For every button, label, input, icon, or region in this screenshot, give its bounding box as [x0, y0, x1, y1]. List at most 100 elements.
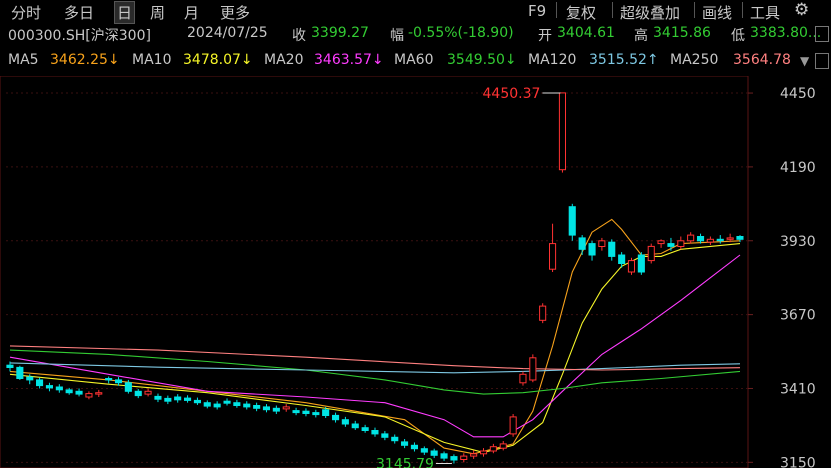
quote-date: 2024/07/25	[187, 25, 268, 41]
candle-up	[598, 240, 606, 248]
plot-border	[0, 76, 749, 468]
y-axis: 4450 4190 3930 3670 3410 3150	[748, 86, 816, 468]
candle-up	[480, 450, 488, 455]
candle-down	[16, 366, 24, 379]
ma10-label: MA10	[132, 52, 172, 68]
candle-down	[26, 376, 34, 381]
restore-rights-button[interactable]: 复权	[566, 4, 597, 22]
candle-down	[124, 382, 132, 392]
candle-up	[282, 406, 290, 410]
candle-down	[420, 448, 428, 453]
ma-line-ma60	[9, 349, 741, 395]
candle-up	[549, 243, 557, 270]
ma-line-ma250	[9, 345, 741, 371]
candle-down	[568, 206, 576, 236]
candle-down	[440, 453, 448, 459]
ma120-label: MA120	[528, 52, 577, 68]
ma20-label: MA20	[264, 52, 304, 68]
y-tick-label: 3670	[780, 308, 816, 324]
high-annotation: 4450.37	[483, 86, 541, 102]
candle-down	[115, 379, 123, 384]
candle-down	[341, 419, 349, 425]
toolbar-divider	[694, 2, 695, 18]
candle-down	[164, 397, 172, 402]
ma250-value: 3564.78	[733, 52, 791, 68]
candlestick-chart[interactable]: 4450 4190 3930 3670 3410 3150 4450.37 3145.79	[0, 76, 831, 468]
candle-up	[85, 393, 93, 398]
candle-up	[95, 392, 103, 395]
candle-down	[716, 238, 724, 242]
candle-down	[174, 396, 182, 401]
candle-down	[203, 402, 211, 407]
ma-line-ma5	[9, 218, 741, 455]
candle-down	[588, 243, 596, 256]
candle-down	[430, 450, 438, 456]
candle-up	[470, 453, 478, 457]
quote-row: 000300.SH[沪深300] 2024/07/25 收 3399.27 幅 …	[0, 24, 831, 44]
candle-down	[262, 406, 270, 411]
close-label: 收	[292, 28, 306, 44]
tools-button[interactable]: 工具	[750, 4, 781, 22]
ma120-value: 3515.52↑	[589, 52, 659, 68]
gear-icon[interactable]: ⚙	[794, 0, 810, 20]
candle-down	[332, 414, 340, 421]
candle-up	[144, 390, 152, 395]
ma5-label: MA5	[8, 52, 39, 68]
ma20-value: 3463.57↓	[314, 52, 384, 68]
candle-down	[193, 399, 201, 404]
tab-multi-day[interactable]: 多日	[64, 4, 95, 22]
y-tick-label: 4190	[780, 160, 816, 176]
candle-down	[292, 410, 300, 414]
tab-weekly[interactable]: 周	[150, 4, 166, 22]
tab-daily[interactable]: 日	[114, 1, 136, 24]
y-tick-label: 3410	[780, 381, 816, 397]
ma60-label: MA60	[394, 52, 434, 68]
scroll-up-button[interactable]	[815, 26, 829, 42]
candle-down	[697, 236, 705, 242]
candle-down	[45, 385, 54, 389]
tab-monthly[interactable]: 月	[184, 4, 200, 22]
candle-down	[351, 423, 359, 429]
candle-down	[381, 433, 389, 438]
candle-up	[539, 305, 547, 321]
candle-down	[410, 444, 418, 450]
candle-down	[233, 402, 241, 407]
open-value: 3404.61	[557, 25, 615, 41]
candle-up	[519, 373, 527, 384]
candle-down	[243, 403, 251, 408]
ma-line-ma10	[9, 243, 741, 453]
candle-down	[736, 236, 744, 240]
collapse-triangle-icon[interactable]: ▼	[800, 54, 810, 68]
y-tick-label: 3150	[780, 455, 816, 468]
candle-down	[154, 395, 162, 400]
tab-intraday[interactable]: 分时	[11, 4, 42, 22]
scroll-down-button[interactable]	[815, 53, 829, 69]
change-label: 幅	[390, 28, 404, 44]
ma-line-ma120	[9, 362, 741, 374]
security-code: 000300.SH[沪深300]	[8, 28, 151, 44]
annotations: 4450.37 3145.79	[376, 86, 561, 468]
candle-up	[647, 245, 655, 262]
candle-down	[578, 237, 586, 250]
candle-down	[312, 412, 320, 416]
low-annotation: 3145.79	[376, 457, 434, 468]
candle-down	[450, 456, 458, 461]
candles	[6, 92, 744, 464]
f9-button[interactable]: F9	[528, 2, 547, 20]
chart-toolbar: 分时 多日 日 周 月 更多 F9 复权 超级叠加 画线 工具 ⚙	[0, 0, 831, 24]
candle-down	[618, 254, 626, 264]
super-overlay-button[interactable]: 超级叠加	[620, 4, 681, 22]
candle-down	[272, 407, 280, 412]
candle-up	[706, 238, 714, 243]
candle-down	[65, 389, 73, 394]
candle-up	[657, 240, 665, 245]
y-tick-label: 4450	[780, 86, 816, 102]
chart-grid	[0, 76, 749, 468]
candle-up	[558, 92, 567, 171]
tab-more[interactable]: 更多	[220, 4, 251, 22]
candle-up	[489, 446, 497, 452]
draw-line-button[interactable]: 画线	[702, 4, 733, 22]
high-value: 3415.86	[653, 25, 711, 41]
ma-legend-row: MA5 3462.25↓ MA10 3478.07↓ MA20 3463.57↓…	[0, 51, 831, 71]
candle-down	[184, 397, 192, 401]
